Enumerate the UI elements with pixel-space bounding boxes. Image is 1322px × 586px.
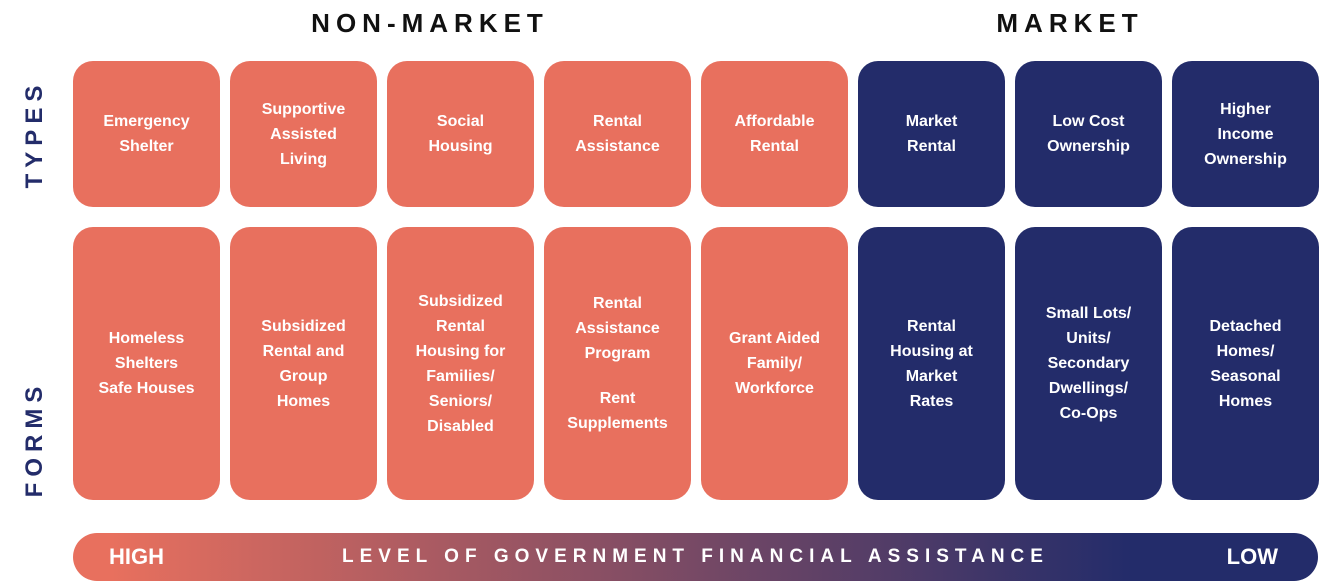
text-line: Emergency	[103, 113, 190, 130]
text-line: Income	[1217, 125, 1274, 143]
paragraph: Rental Assistance Program	[575, 291, 660, 366]
text-line: Assistance	[575, 138, 660, 155]
paragraph: Affordable Rental	[735, 109, 815, 159]
text-line: Ownership	[1047, 138, 1130, 155]
text-line: Assistance	[575, 320, 660, 337]
text-line: Assisted	[270, 125, 337, 143]
non-market-header: NON-MARKET	[311, 8, 549, 38]
text-line: Rates	[909, 392, 954, 410]
text-line: Rental	[436, 317, 485, 335]
form-box: Subsidized Rental and Group Homes	[230, 227, 377, 500]
text-line: Supportive	[261, 100, 346, 118]
form-box: Homeless Shelters Safe Houses	[73, 227, 220, 500]
paragraph: Rental Assistance	[575, 109, 660, 159]
paragraph: Rent Supplements	[567, 386, 667, 436]
type-box: Affordable Rental	[701, 61, 848, 207]
paragraph: Detached Homes/Seasonal Homes	[1209, 314, 1281, 414]
text-line: Secondary	[1047, 355, 1130, 372]
text-line: Small Lots/	[1045, 305, 1132, 322]
low-label: LOW	[1226, 544, 1278, 569]
text-line: Ownership	[1204, 150, 1287, 168]
paragraph: Supportive Assisted Living	[262, 97, 346, 172]
type-box: Supportive Assisted Living	[230, 61, 377, 207]
types-label: TYPES	[21, 79, 48, 189]
text-line: Homes/	[1216, 342, 1275, 360]
text-line: Program	[584, 345, 651, 362]
type-box: Low Cost Ownership	[1015, 61, 1162, 207]
paragraph: Grant Aided Family/Workforce	[729, 326, 820, 401]
text-line: Market	[905, 113, 958, 130]
text-line: Workforce	[735, 380, 814, 397]
form-box: Rental Assistance Program Rent Supplements	[544, 227, 691, 500]
type-box: Market Rental	[858, 61, 1005, 207]
text-line: Detached	[1209, 317, 1282, 335]
type-box: Social Housing	[387, 61, 534, 207]
text-line: Rental	[907, 317, 956, 335]
form-box: Grant Aided Family/Workforce	[701, 227, 848, 500]
text-line: Grant Aided	[729, 330, 820, 347]
paragraph: Emergency Shelter	[103, 109, 189, 159]
paragraph: Market Rental	[906, 109, 958, 159]
paragraph: Subsidized Rental and Group Homes	[261, 314, 345, 414]
text-line: Subsidized	[261, 317, 346, 335]
form-box: Detached Homes/Seasonal Homes	[1172, 227, 1319, 500]
text-line: Housing at	[890, 342, 973, 360]
text-line: Units/	[1066, 330, 1111, 347]
text-line: Rental and	[262, 342, 345, 360]
paragraph: Small Lots/Units/Secondary Dwellings/Co-O…	[1046, 301, 1131, 426]
paragraph: Low Cost Ownership	[1047, 109, 1130, 159]
text-line: Housing for	[415, 342, 506, 360]
text-line: Shelters	[114, 355, 179, 372]
text-line: Social	[436, 113, 485, 130]
text-line: Rental	[593, 295, 642, 312]
text-line: Homes	[276, 392, 331, 410]
text-line: Higher	[1220, 100, 1271, 118]
text-line: Group	[279, 367, 328, 385]
text-line: Rental	[593, 113, 642, 130]
text-line: Seasonal	[1210, 367, 1281, 385]
text-line: Dwellings/	[1048, 380, 1129, 397]
form-box: Small Lots/Units/Secondary Dwellings/Co-O…	[1015, 227, 1162, 500]
text-line: Housing	[428, 138, 493, 155]
bar-label: LEVEL OF GOVERNMENT FINANCIAL ASSISTANCE	[342, 546, 1049, 567]
paragraph: Higher Income Ownership	[1204, 97, 1287, 172]
text-line: Family/	[746, 355, 803, 372]
form-box: Subsidized Rental Housing for Families/Seni…	[387, 227, 534, 500]
text-line: Rent	[599, 390, 636, 407]
text-line: Homeless	[108, 330, 185, 347]
text-line: Affordable	[734, 113, 815, 130]
type-box: Higher Income Ownership	[1172, 61, 1319, 207]
type-box: Emergency Shelter	[73, 61, 220, 207]
text-line: Seniors/	[428, 392, 493, 410]
form-box: Rental Housing at Market Rates	[858, 227, 1005, 500]
text-line: Low Cost	[1052, 113, 1125, 130]
assistance-bar: HIGH LEVEL OF GOVERNMENT FINANCIAL ASSIS…	[73, 533, 1318, 581]
text-line: Market	[905, 367, 958, 385]
paragraph: Subsidized Rental Housing for Families/Seni…	[416, 289, 506, 439]
paragraph: Rental Housing at Market Rates	[890, 314, 973, 414]
paragraph: Homeless Shelters Safe Houses	[98, 326, 194, 401]
text-line: Families/	[426, 367, 495, 385]
high-label: HIGH	[109, 544, 164, 569]
text-line: Rental	[750, 138, 799, 155]
paragraph: Social Housing	[429, 109, 493, 159]
text-line: Supplements	[567, 415, 668, 432]
text-line: Co-Ops	[1059, 405, 1118, 422]
forms-label: FORMS	[21, 380, 48, 498]
market-header: MARKET	[996, 8, 1144, 38]
text-line: Subsidized	[418, 292, 503, 310]
text-line: Rental	[907, 138, 956, 155]
text-line: Shelter	[119, 138, 174, 155]
text-line: Disabled	[427, 417, 494, 435]
text-line: Living	[279, 150, 328, 168]
text-line: Safe Houses	[98, 380, 195, 397]
text-line: Homes	[1218, 392, 1273, 410]
type-box: Rental Assistance	[544, 61, 691, 207]
